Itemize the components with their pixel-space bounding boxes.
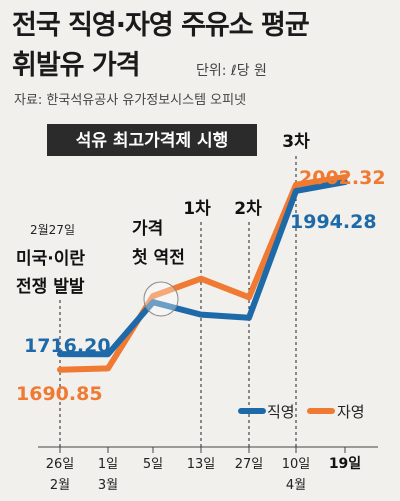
series-line-direct xyxy=(57,179,348,358)
direct-start-value: 1716.20 xyxy=(24,335,111,357)
direct-end-value: 1994.28 xyxy=(290,211,377,233)
crossover-annotation-line-1: 가격 xyxy=(132,219,163,239)
war-annotation-line-1: 미국·이란 xyxy=(16,249,85,269)
unit-label: 단위: ℓ당 원 xyxy=(196,63,267,79)
phase-2-label: 2차 xyxy=(234,199,262,219)
series-line-self xyxy=(57,174,348,373)
phase-3-label: 3차 xyxy=(282,132,310,152)
x-tick-label-month: 4월 xyxy=(286,478,306,493)
x-axis-ticks: 26일 2월 1일 3월 5일 13일 27일 10일 4월 19일 xyxy=(46,447,361,493)
x-tick-label-day: 5일 xyxy=(143,457,163,472)
legend: 직영 자영 xyxy=(238,403,365,421)
x-tick-label-day: 1일 xyxy=(98,457,118,472)
x-tick-label-day: 13일 xyxy=(187,457,216,472)
phase-1-label: 1차 xyxy=(183,199,211,219)
title-line-1: 전국 직영·자영 주유소 평균 xyxy=(12,10,310,41)
banner-text: 석유 최고가격제 시행 xyxy=(76,131,229,151)
self-start-value: 1690.85 xyxy=(16,383,103,405)
crossover-annotation-line-2: 첫 역전 xyxy=(132,247,185,268)
war-annotation-line-2: 전쟁 발발 xyxy=(16,277,85,297)
series-lines xyxy=(57,174,348,373)
x-tick-label-day: 19일 xyxy=(329,456,361,472)
x-tick-label-day: 26일 xyxy=(46,457,75,472)
price-ceiling-banner: 석유 최고가격제 시행 xyxy=(47,124,257,156)
chart-title: 전국 직영·자영 주유소 평균 휘발유 가격 xyxy=(12,6,310,86)
legend-label-self: 자영 xyxy=(337,403,365,421)
title-line-2: 휘발유 가격 xyxy=(12,50,141,81)
crossover-highlight-circle xyxy=(143,281,179,317)
x-tick-label-day: 27일 xyxy=(235,457,264,472)
source-label: 자료: 한국석유공사 유가정보시스템 오피넷 xyxy=(14,93,247,108)
banner-background xyxy=(47,124,257,156)
x-tick-label-month: 3월 xyxy=(98,478,118,493)
self-end-value: 2002.32 xyxy=(299,167,386,189)
x-tick-label-day: 10일 xyxy=(282,457,311,472)
war-date-annotation: 2월27일 xyxy=(30,223,75,237)
x-tick-label-month: 2월 xyxy=(50,478,70,493)
legend-label-direct: 직영 xyxy=(267,403,295,421)
